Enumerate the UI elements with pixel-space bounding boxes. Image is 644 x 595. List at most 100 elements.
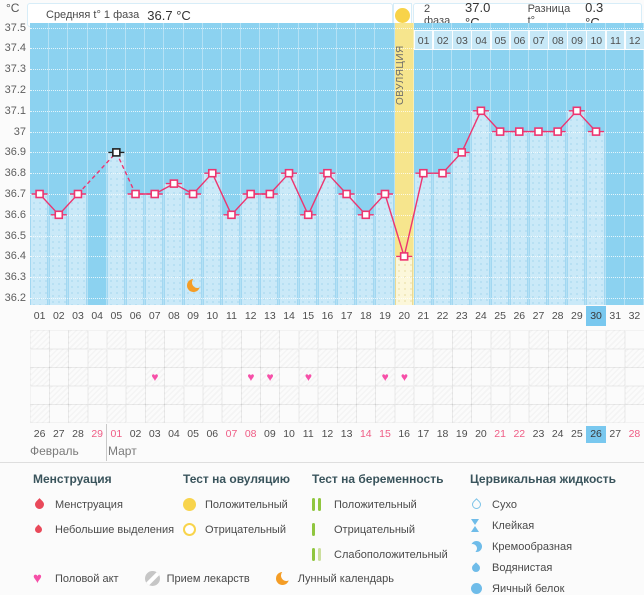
temperature-point-day-06[interactable] [131, 189, 140, 199]
temperature-point-day-09[interactable] [188, 189, 198, 199]
chart-column-day-27[interactable] [528, 23, 549, 305]
marker-cell[interactable] [68, 404, 89, 424]
date-cell[interactable]: 21 [494, 428, 506, 440]
temperature-point-day-11[interactable] [227, 210, 236, 220]
chart-column-day-02[interactable] [49, 23, 69, 305]
temperature-point-day-22[interactable] [438, 168, 447, 178]
marker-cell[interactable] [605, 367, 626, 387]
date-cell[interactable]: 02 [129, 428, 142, 440]
marker-cell[interactable] [30, 386, 50, 405]
chart-column-day-25[interactable] [490, 23, 510, 305]
marker-cell[interactable] [624, 385, 644, 405]
marker-cell[interactable] [528, 404, 549, 424]
marker-cell[interactable] [395, 404, 415, 423]
marker-cell[interactable] [221, 330, 242, 350]
marker-cell[interactable] [471, 385, 491, 405]
chart-column-day-22[interactable] [432, 23, 453, 305]
cycle-day-cell[interactable]: 29 [571, 310, 583, 322]
chart-column-day-23[interactable] [452, 23, 472, 305]
marker-cell[interactable] [221, 404, 242, 424]
chart-column-day-10[interactable] [202, 23, 222, 305]
temperature-point-day-24[interactable] [476, 106, 486, 116]
chart-column-day-32[interactable] [624, 23, 644, 305]
marker-cell[interactable] [509, 385, 530, 405]
date-cell[interactable]: 29 [91, 428, 103, 440]
marker-cell[interactable] [356, 385, 376, 405]
marker-cell[interactable] [30, 349, 50, 368]
date-cell[interactable]: 16 [398, 428, 410, 440]
cycle-day-cell[interactable]: 11 [226, 310, 237, 322]
marker-cell[interactable] [413, 404, 434, 424]
marker-cell[interactable] [394, 348, 415, 368]
temperature-point-day-15[interactable] [303, 210, 313, 220]
marker-cell[interactable] [395, 367, 415, 386]
marker-cell[interactable] [183, 330, 204, 350]
marker-cell[interactable] [164, 385, 184, 405]
date-cell[interactable]: 12 [321, 428, 334, 440]
date-cell[interactable]: 23 [532, 428, 545, 440]
cycle-day-cell[interactable]: 22 [436, 310, 449, 322]
temperature-point-day-03[interactable] [73, 189, 83, 199]
temperature-point-day-02[interactable] [54, 210, 64, 220]
marker-cell[interactable] [30, 330, 50, 350]
marker-cell[interactable] [337, 330, 357, 350]
chart-column-day-18[interactable] [356, 23, 376, 305]
marker-cell[interactable] [145, 330, 165, 350]
marker-cell[interactable] [356, 348, 376, 368]
chart-column-day-08[interactable] [164, 23, 184, 305]
chart-column-day-26[interactable] [509, 23, 529, 305]
marker-cell[interactable] [279, 385, 300, 405]
cycle-day-cell[interactable]: 04 [91, 310, 103, 322]
marker-cell[interactable] [471, 330, 491, 349]
marker-cell[interactable] [510, 404, 530, 423]
marker-cell[interactable] [471, 367, 491, 386]
cycle-day-cell[interactable]: 01 [33, 310, 46, 322]
marker-cell[interactable] [433, 367, 453, 386]
marker-cell[interactable] [529, 386, 549, 405]
marker-cell[interactable] [432, 385, 453, 405]
marker-cell[interactable] [145, 367, 165, 387]
chart-column-day-28[interactable] [548, 23, 568, 305]
marker-cell[interactable] [203, 404, 223, 423]
date-cell[interactable]: 07 [225, 428, 238, 440]
temperature-point-day-01[interactable] [35, 189, 44, 199]
marker-cell[interactable] [106, 330, 127, 350]
cycle-day-cell[interactable]: 30 [586, 306, 606, 326]
chart-column-day-30[interactable] [586, 23, 606, 305]
cycle-day-cell[interactable]: 20 [398, 310, 410, 322]
temperature-point-day-23[interactable] [457, 148, 467, 157]
chart-column-day-04[interactable] [87, 23, 107, 305]
marker-cell[interactable] [68, 330, 89, 350]
chart-column-day-14[interactable] [279, 23, 299, 305]
marker-cell[interactable] [87, 348, 108, 368]
date-cell[interactable]: 13 [340, 428, 353, 440]
marker-cell[interactable] [318, 404, 338, 423]
marker-cell[interactable] [433, 404, 453, 423]
marker-cell[interactable] [548, 330, 568, 349]
marker-cell[interactable] [68, 349, 88, 368]
marker-cell[interactable] [433, 330, 453, 349]
phase2-day-cell[interactable]: 12 [624, 30, 644, 50]
date-cell[interactable]: 03 [148, 428, 161, 440]
date-cell[interactable]: 25 [571, 428, 583, 440]
marker-cell[interactable] [356, 367, 376, 386]
marker-cell[interactable] [49, 348, 69, 368]
cycle-day-cell[interactable]: 10 [206, 310, 219, 322]
marker-cell[interactable] [490, 404, 511, 424]
temperature-point-day-29[interactable] [572, 106, 582, 116]
marker-cell[interactable] [490, 330, 511, 350]
cycle-day-cell[interactable]: 14 [283, 310, 295, 322]
date-cell[interactable]: 18 [436, 428, 449, 440]
marker-cell[interactable] [299, 386, 319, 405]
marker-cell[interactable] [298, 404, 319, 424]
cycle-day-cell[interactable]: 17 [340, 310, 353, 322]
cycle-day-cell[interactable]: 21 [417, 310, 430, 322]
marker-cell[interactable] [452, 404, 472, 424]
cycle-day-cell[interactable]: 15 [302, 310, 315, 322]
cycle-day-cell[interactable]: 09 [187, 310, 199, 322]
marker-cell[interactable] [625, 367, 644, 386]
date-cell[interactable]: 27 [609, 428, 622, 440]
marker-cell[interactable] [299, 349, 319, 368]
marker-cell[interactable] [202, 348, 223, 368]
marker-cell[interactable] [452, 367, 472, 387]
